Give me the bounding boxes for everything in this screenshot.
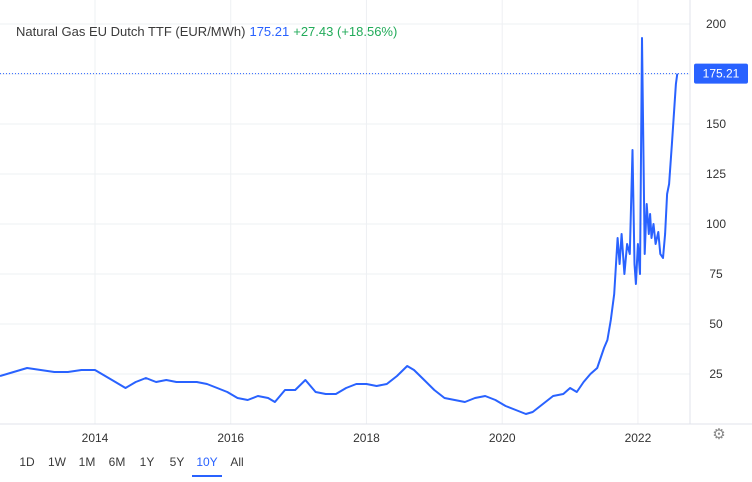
range-6m-button[interactable]: 6M xyxy=(108,455,126,469)
legend-instrument-name: Natural Gas EU Dutch TTF (EUR/MWh) xyxy=(16,24,246,39)
legend-change-percent: (+18.56%) xyxy=(336,24,398,39)
last-price-badge-label: 175.21 xyxy=(703,67,740,81)
legend-change: +27.43 (+18.56%) xyxy=(293,24,397,39)
y-tick-label: 100 xyxy=(706,217,726,231)
range-1w-button[interactable]: 1W xyxy=(48,455,66,469)
range-selector: 1D 1W 1M 6M 1Y 5Y 10Y All xyxy=(12,451,252,481)
price-series-line xyxy=(0,37,679,415)
range-10y-button[interactable]: 10Y xyxy=(192,451,222,477)
y-tick-label: 25 xyxy=(709,367,723,381)
range-5y-button[interactable]: 5Y xyxy=(169,455,185,469)
x-tick-label: 2018 xyxy=(353,431,380,445)
legend-price: 175.21 xyxy=(249,24,290,39)
y-tick-label: 125 xyxy=(706,167,726,181)
range-1d-button[interactable]: 1D xyxy=(19,455,35,469)
last-price-badge xyxy=(694,63,748,84)
range-1m-button[interactable]: 1M xyxy=(78,455,96,469)
chart-legend: Natural Gas EU Dutch TTF (EUR/MWh) 175.21… xyxy=(16,24,397,39)
range-1y-button[interactable]: 1Y xyxy=(139,455,155,469)
range-all-button[interactable]: All xyxy=(230,455,244,469)
y-tick-label: 150 xyxy=(706,117,726,131)
x-tick-label: 2022 xyxy=(625,431,652,445)
gear-icon[interactable]: ⚙ xyxy=(712,426,726,443)
y-tick-label: 50 xyxy=(709,317,723,331)
legend-change-value: +27.43 xyxy=(293,24,334,39)
x-tick-label: 2014 xyxy=(82,431,109,445)
y-tick-label: 200 xyxy=(706,17,726,31)
x-tick-label: 2020 xyxy=(489,431,516,445)
x-tick-label: 2016 xyxy=(217,431,244,445)
y-tick-label: 75 xyxy=(709,267,723,281)
